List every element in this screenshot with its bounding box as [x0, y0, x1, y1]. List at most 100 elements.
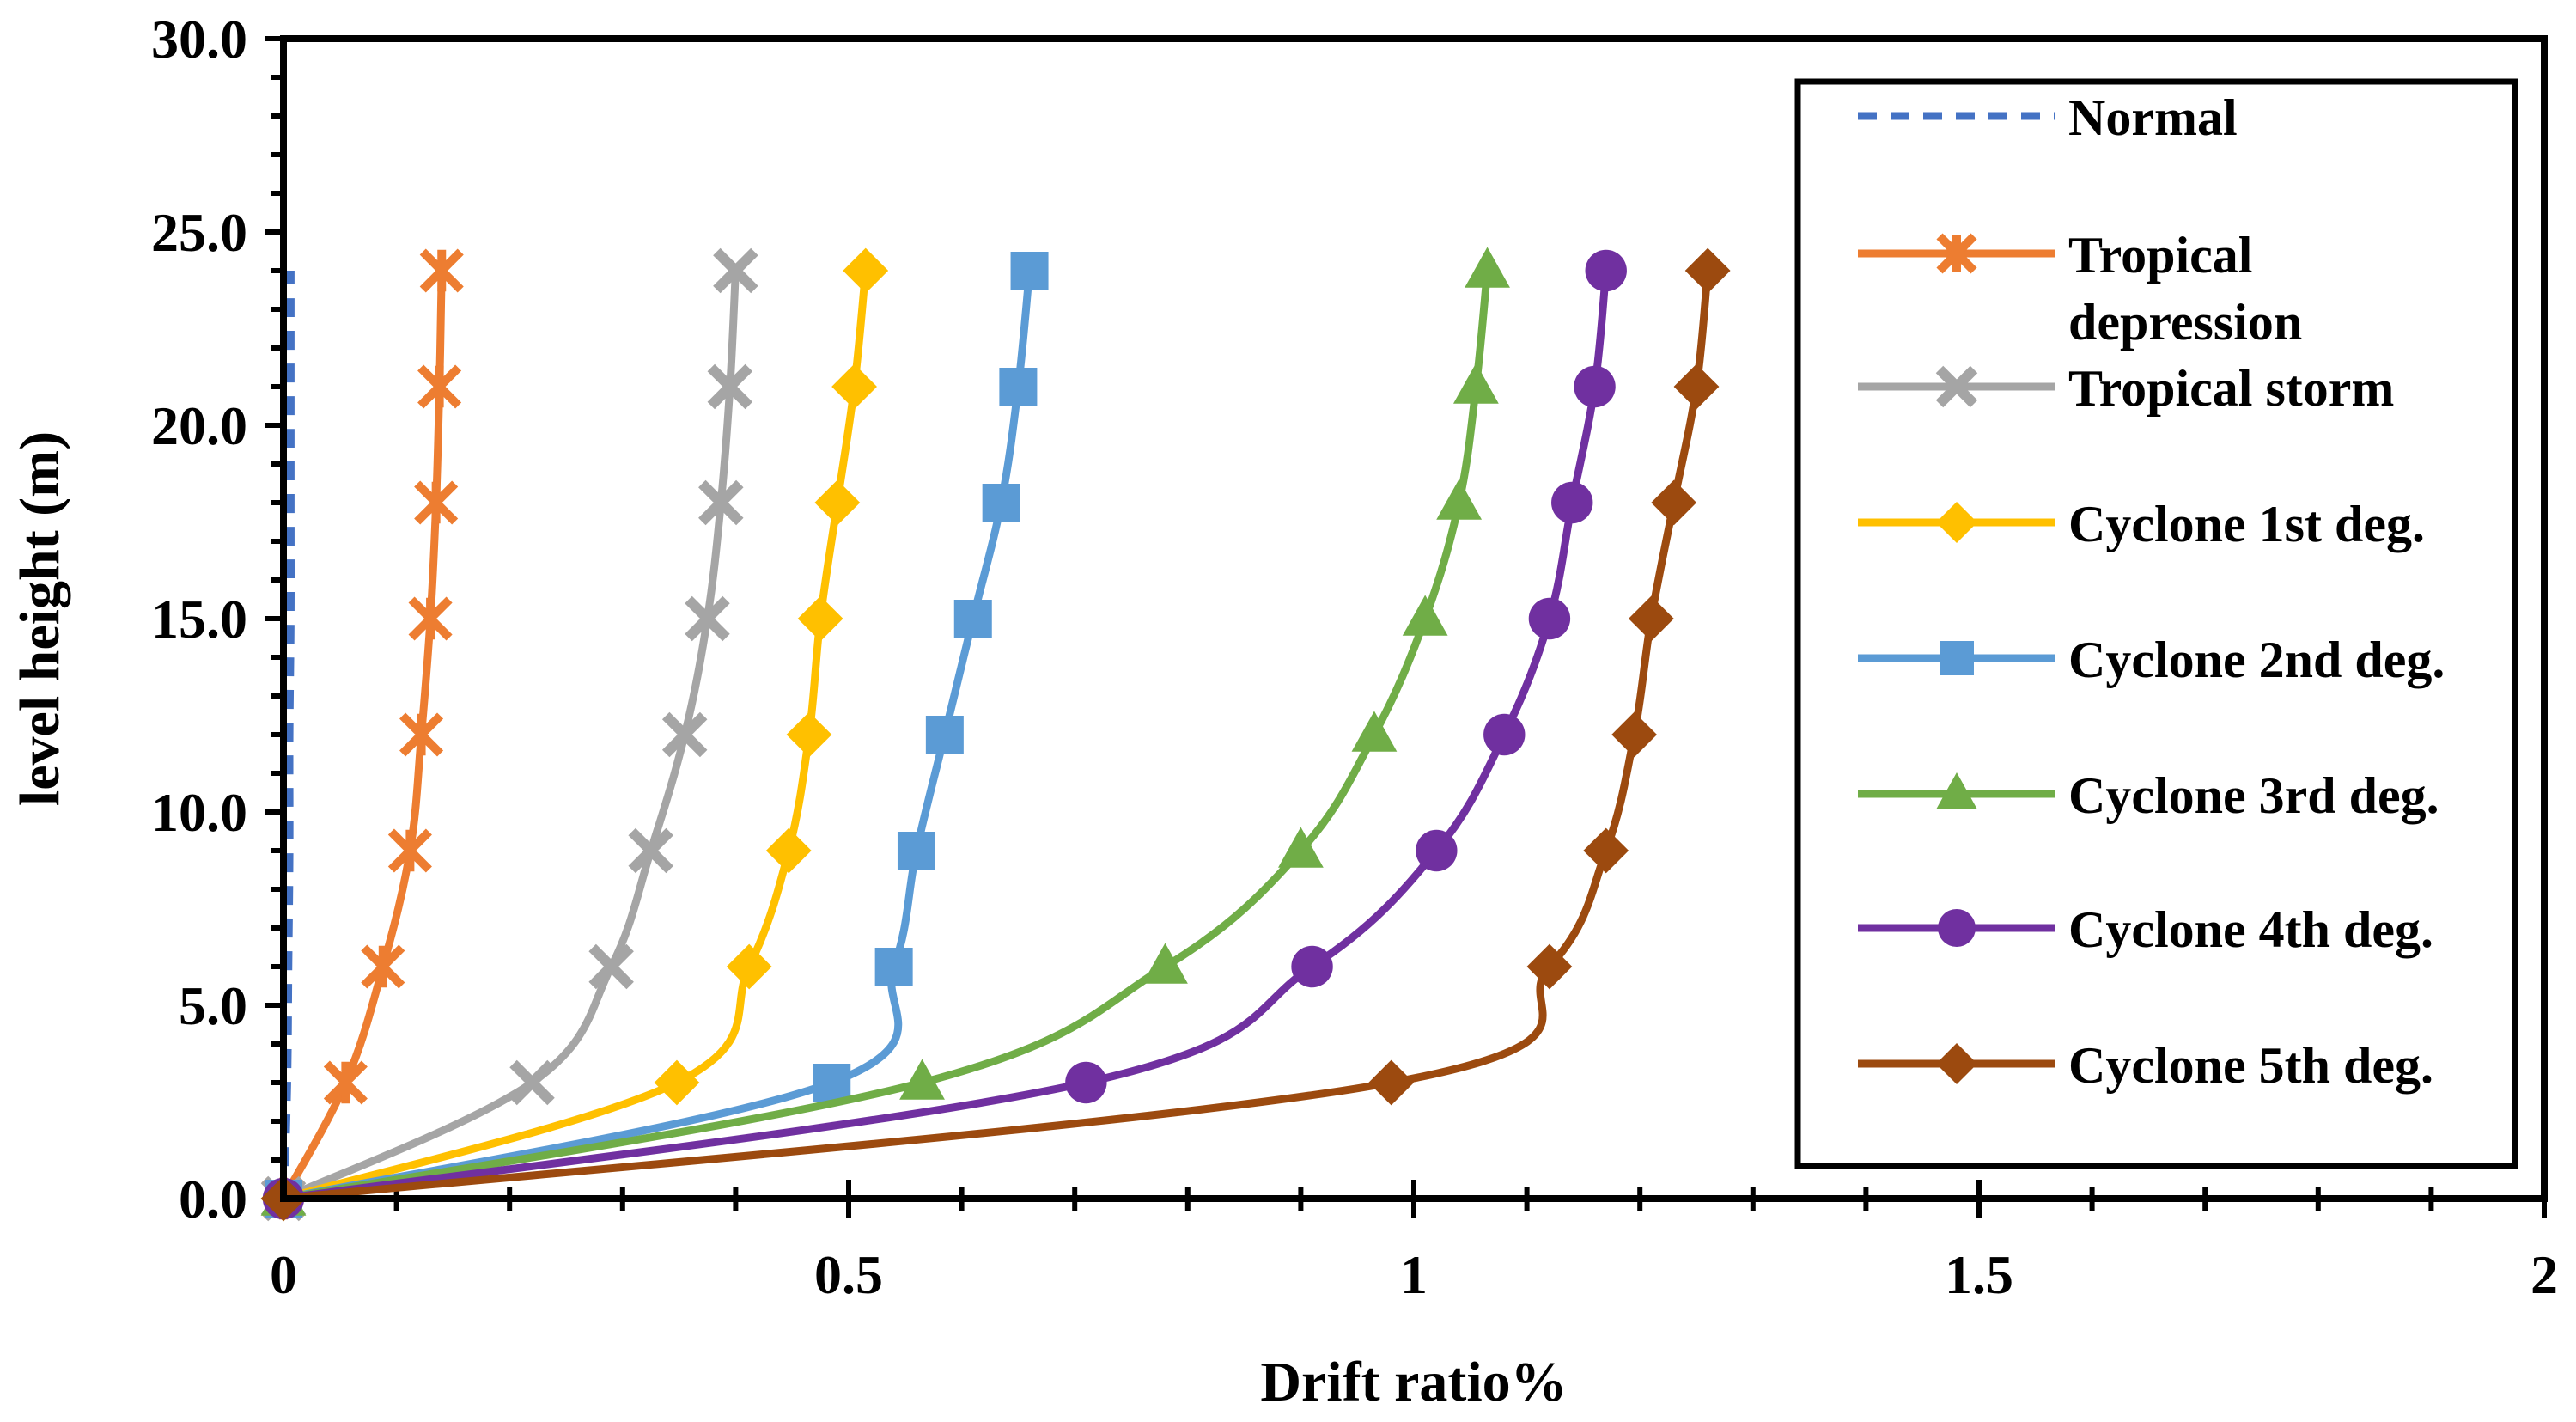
square-marker [982, 484, 1020, 522]
diamond-marker [1936, 1043, 1977, 1084]
x-tick-label: 1 [1400, 1244, 1428, 1305]
legend-label: Cyclone 4th deg. [2068, 901, 2433, 958]
square-marker [1940, 641, 1974, 675]
legend-box [1794, 78, 2518, 1169]
square-marker [953, 600, 992, 638]
diamond-marker [786, 711, 832, 758]
circle-marker [1585, 249, 1627, 292]
square-marker [897, 832, 935, 870]
square-marker [925, 716, 964, 754]
legend-entry: Cyclone 2nd deg. [1858, 632, 2445, 688]
series-cyclone-1st-deg- [260, 247, 889, 1222]
legend-entry: Cyclone 5th deg. [1858, 1037, 2433, 1094]
x-marker [661, 711, 708, 758]
circle-marker [1291, 945, 1333, 988]
triangle-marker [1452, 363, 1499, 404]
series-layer [260, 247, 1731, 1222]
circle-marker [1551, 481, 1593, 524]
x-tick-label: 1.5 [1945, 1244, 2013, 1305]
y-tick-label: 0.0 [179, 1169, 247, 1230]
star-marker [417, 364, 462, 409]
x-tick-label: 0.5 [814, 1244, 883, 1305]
y-tick-label: 20.0 [151, 395, 247, 456]
series-line [282, 270, 870, 1203]
diamond-marker [831, 363, 877, 410]
plot-area-frame [280, 35, 2548, 1202]
diamond-marker [1936, 502, 1977, 543]
diamond-marker [1368, 1059, 1415, 1106]
diamond-marker [1611, 711, 1658, 758]
diamond-marker [1628, 595, 1674, 642]
circle-marker [1483, 713, 1526, 756]
diamond-marker [1673, 363, 1720, 410]
triangle-marker [1142, 943, 1188, 984]
legend-entry: Tropical depression [1858, 227, 2302, 351]
star-marker [419, 248, 464, 293]
diamond-marker [1684, 247, 1731, 294]
y-tick-label: 25.0 [151, 202, 247, 263]
star-marker [399, 712, 444, 757]
star-marker [1936, 233, 1977, 274]
legend-entry: Cyclone 1st deg. [1858, 496, 2425, 552]
diamond-marker [654, 1059, 700, 1106]
diamond-marker [1583, 827, 1629, 874]
legend-label: depression [2068, 294, 2302, 351]
series-line [283, 270, 1712, 1203]
star-marker [361, 944, 405, 989]
circle-marker [1938, 909, 1976, 947]
x-axis-title: Drift ratio% [1260, 1351, 1567, 1413]
legend-entry: Cyclone 4th deg. [1858, 901, 2433, 958]
y-tick-label: 30.0 [151, 9, 247, 70]
legend-label: Tropical storm [2068, 360, 2394, 417]
star-marker [408, 596, 453, 641]
diamond-marker [765, 827, 812, 874]
triangle-marker [1351, 711, 1398, 752]
triangle-marker [899, 1059, 945, 1100]
triangle-marker [1436, 479, 1483, 520]
x-marker [698, 479, 744, 526]
circle-marker [1416, 829, 1458, 872]
x-marker [588, 943, 634, 990]
legend-label: Normal [2068, 89, 2238, 146]
legend: Normal Tropical depression Tropical storm Cy… [1794, 78, 2518, 1169]
triangle-marker [1278, 827, 1324, 868]
square-marker [813, 1064, 851, 1102]
triangle-marker [1936, 772, 1977, 809]
square-marker [1010, 252, 1049, 290]
x-tick-label: 0 [270, 1244, 297, 1305]
square-marker [999, 368, 1038, 406]
x-marker [713, 247, 758, 294]
circle-marker [1065, 1061, 1107, 1104]
diamond-marker [1651, 479, 1697, 526]
triangle-marker [1465, 247, 1510, 288]
series-line [283, 270, 1034, 1203]
x-marker [685, 595, 730, 642]
legend-label: Cyclone 5th deg. [2068, 1037, 2433, 1094]
circle-marker [1528, 597, 1571, 640]
legend-label: Tropical [2068, 227, 2252, 284]
legend-label: Cyclone 3rd deg. [2068, 767, 2439, 824]
y-tick-label: 15.0 [151, 589, 247, 650]
legend-label: Cyclone 2nd deg. [2068, 632, 2445, 688]
series-cyclone-2nd-deg- [265, 252, 1049, 1218]
legend-entry: Normal [1858, 89, 2238, 146]
x-marker [628, 827, 673, 874]
diamond-marker [797, 595, 843, 642]
x-marker [1935, 365, 1978, 408]
diamond-marker [843, 247, 889, 294]
legend-entry: Cyclone 3rd deg. [1858, 767, 2439, 824]
x-tick-label: 2 [2530, 1244, 2558, 1305]
circle-marker [1574, 365, 1616, 408]
y-tick-label: 10.0 [151, 782, 247, 843]
series-tropical-depression [261, 248, 464, 1221]
square-marker [874, 948, 913, 986]
triangle-marker [1402, 595, 1448, 636]
diamond-marker [814, 479, 861, 526]
star-marker [387, 828, 432, 873]
y-tick-label: 5.0 [179, 975, 247, 1036]
diamond-marker [1526, 943, 1573, 990]
x-marker [707, 363, 753, 410]
series-line [279, 271, 295, 1199]
x-marker [509, 1059, 555, 1106]
